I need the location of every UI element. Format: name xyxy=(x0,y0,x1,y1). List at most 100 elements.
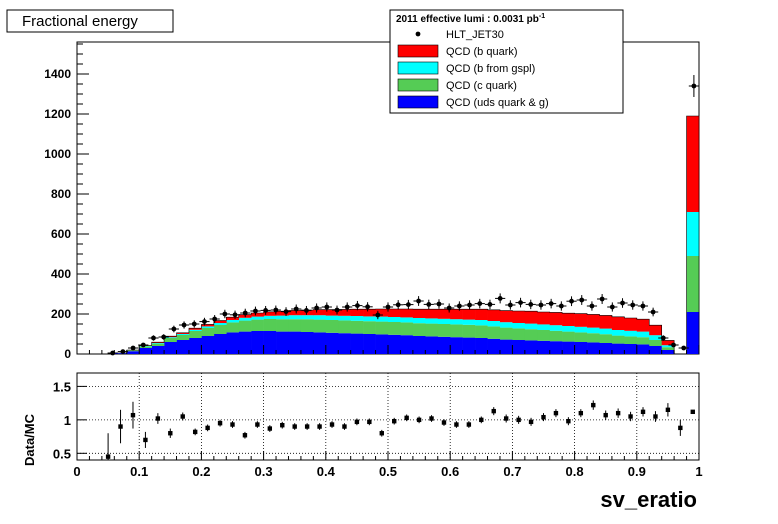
data-point-34 xyxy=(423,299,434,310)
bar-segment-0-11 xyxy=(213,334,227,354)
legend-label: QCD (b from gspl) xyxy=(446,63,535,75)
ratio-point-39 xyxy=(591,400,596,410)
data-point-22 xyxy=(301,305,312,315)
bar-segment-2-18 xyxy=(300,315,314,320)
bar-segment-0-45 xyxy=(636,344,650,354)
chart-title: Fractional energy xyxy=(22,13,138,30)
x-tick-label: 0.1 xyxy=(130,464,148,479)
bar-segment-0-5 xyxy=(139,348,152,354)
legend-label: QCD (uds quark & g) xyxy=(446,97,549,109)
ratio-point-27 xyxy=(441,419,447,426)
bar-segment-1-27 xyxy=(412,323,426,336)
legend-entry-0: HLT_JET30 xyxy=(415,29,504,41)
bar-segment-2-33 xyxy=(487,321,501,327)
bar-segment-3-16 xyxy=(276,311,289,316)
ratio-point-16 xyxy=(304,423,310,430)
bar-segment-1-49 xyxy=(686,256,700,312)
bar-segment-0-28 xyxy=(425,336,439,354)
bar-segment-0-4 xyxy=(126,351,140,354)
bar-segment-0-21 xyxy=(338,333,351,354)
bar-segment-2-26 xyxy=(400,317,414,323)
x-axis-label: sv_eratio xyxy=(600,487,697,512)
bar-segment-3-43 xyxy=(611,316,625,330)
data-point-30 xyxy=(382,302,394,312)
bar-segment-0-15 xyxy=(263,331,277,354)
bar-segment-1-13 xyxy=(238,320,252,332)
legend-entry-1: QCD (b quark) xyxy=(397,44,518,58)
stacked-histogram xyxy=(77,115,700,355)
bar-segment-3-11 xyxy=(213,320,227,323)
bar-segment-1-21 xyxy=(338,320,351,334)
bar-segment-3-49 xyxy=(686,116,700,212)
bar-segment-3-10 xyxy=(201,324,215,327)
bar-segment-2-14 xyxy=(251,316,264,320)
data-point-56 xyxy=(648,307,659,317)
ratio-point-1 xyxy=(118,409,123,444)
ratio-point-12 xyxy=(255,421,260,428)
bar-segment-2-40 xyxy=(574,326,588,333)
bar-segment-2-17 xyxy=(288,315,302,320)
bar-segment-2-9 xyxy=(188,329,202,331)
bar-segment-1-11 xyxy=(213,325,227,334)
legend-label: HLT_JET30 xyxy=(446,29,504,41)
bar-segment-2-16 xyxy=(276,315,289,320)
bar-segment-3-24 xyxy=(375,309,389,317)
main-y-tick-label: 1000 xyxy=(44,147,71,161)
bar-segment-3-31 xyxy=(462,309,476,320)
bar-segment-3-34 xyxy=(499,310,513,323)
data-point-44 xyxy=(525,299,536,310)
ratio-point-15 xyxy=(292,423,297,430)
main-y-tick-label: 800 xyxy=(51,187,71,201)
ratio-point-24 xyxy=(404,414,409,422)
x-tick-label: 0.2 xyxy=(192,464,210,479)
ratio-point-22 xyxy=(379,429,384,437)
bar-segment-1-40 xyxy=(574,332,588,342)
bar-segment-3-26 xyxy=(400,309,414,318)
bar-segment-0-6 xyxy=(151,346,165,354)
legend: 2011 effective lumi : 0.0031 pb-1 HLT_JE… xyxy=(389,9,624,114)
bar-segment-2-25 xyxy=(388,317,401,322)
data-point-40 xyxy=(484,299,496,310)
data-point-6 xyxy=(138,342,149,348)
bar-segment-3-45 xyxy=(636,319,650,332)
bar-segment-0-8 xyxy=(176,340,190,354)
bar-segment-3-40 xyxy=(574,313,588,327)
bar-segment-0-13 xyxy=(238,331,252,354)
bar-segment-0-16 xyxy=(276,331,289,354)
title-box: Fractional energy xyxy=(6,9,174,33)
data-point-14 xyxy=(219,309,230,319)
data-point-9 xyxy=(168,325,179,333)
ratio-point-21 xyxy=(367,418,372,426)
ratio-point-0 xyxy=(105,433,111,460)
data-point-37 xyxy=(454,301,465,311)
bar-segment-3-12 xyxy=(226,317,240,320)
ratio-point-23 xyxy=(392,417,397,425)
bar-segment-0-7 xyxy=(164,342,177,354)
legend-marker xyxy=(415,31,421,37)
bar-segment-1-26 xyxy=(400,322,414,336)
bar-segment-3-32 xyxy=(475,309,488,320)
data-point-33 xyxy=(413,296,424,306)
bar-segment-3-14 xyxy=(251,313,264,317)
main-y-tick-label: 600 xyxy=(51,227,71,241)
bar-segment-1-43 xyxy=(611,335,625,344)
bar-segment-0-33 xyxy=(487,338,501,354)
data-points xyxy=(107,75,699,356)
bar-segment-2-31 xyxy=(462,319,476,325)
legend-swatch xyxy=(397,78,439,92)
data-point-8 xyxy=(158,334,169,340)
ratio-point-6 xyxy=(180,412,185,421)
ratio-point-5 xyxy=(168,428,173,438)
data-point-38 xyxy=(464,300,475,310)
bar-segment-2-45 xyxy=(636,331,650,338)
bar-segment-3-37 xyxy=(537,312,551,325)
bar-segment-0-35 xyxy=(512,340,526,354)
bar-segment-3-46 xyxy=(649,325,662,336)
bar-segment-1-38 xyxy=(549,330,563,342)
bar-segment-2-30 xyxy=(450,319,463,325)
bar-segment-1-19 xyxy=(313,319,327,333)
bar-segment-2-39 xyxy=(562,326,575,332)
x-tick-label: 0.5 xyxy=(379,464,397,479)
data-point-59 xyxy=(678,345,689,351)
